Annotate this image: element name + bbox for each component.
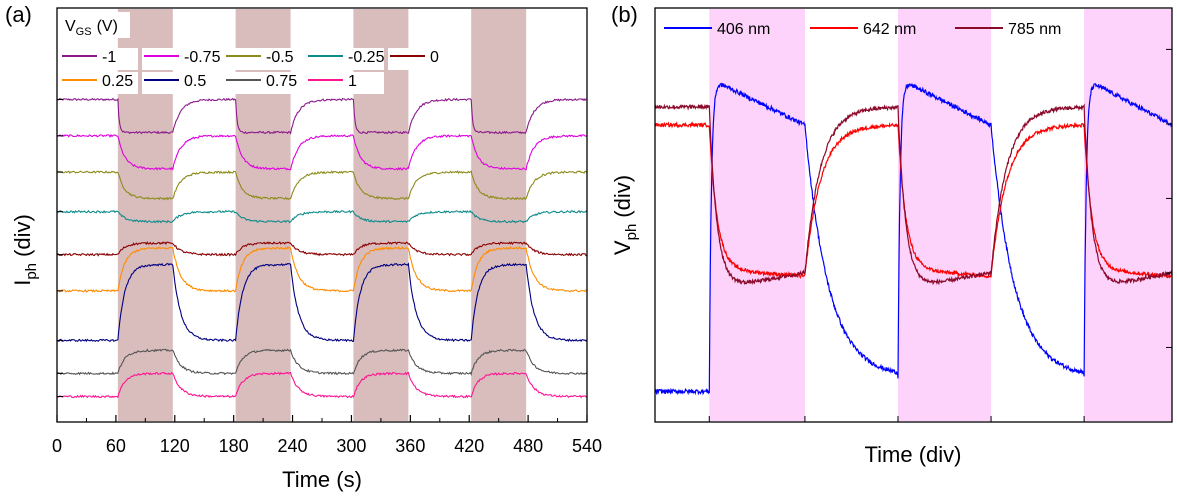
legend-label-0: -1 xyxy=(102,49,116,66)
legend-bg-1 xyxy=(142,48,220,70)
panel-b-y-label-sub: ph xyxy=(623,224,640,241)
panel-a-label: (a) xyxy=(5,2,32,27)
x-tick-label-6: 360 xyxy=(395,436,425,456)
panel-b-illumination-windows xyxy=(709,9,1172,421)
legend-bg-7 xyxy=(224,72,302,94)
panel-a-x-label: Time (s) xyxy=(282,467,362,492)
legend-label-1: -0.75 xyxy=(184,49,221,66)
b-legend-label-0: 406 nm xyxy=(717,21,770,38)
panel-b-y-label: Vph (div) xyxy=(610,175,640,255)
b-series-line-0 xyxy=(654,82,1173,396)
panel-b-series xyxy=(654,82,1173,396)
series-line-4 xyxy=(56,241,588,257)
b-illumination-window-0 xyxy=(709,9,805,421)
legend-label-8: 1 xyxy=(348,73,357,90)
legend-title-unit: (V) xyxy=(97,18,118,35)
x-tick-label-0: 0 xyxy=(52,436,62,456)
illumination-window-3 xyxy=(471,9,527,421)
legend-title-sub: GS xyxy=(76,26,92,38)
panel-a-y-label-main: I xyxy=(10,280,35,286)
legend-label-4: 0 xyxy=(430,49,439,66)
legend-label-6: 0.5 xyxy=(184,73,206,90)
panel-b-ticks xyxy=(708,48,1172,422)
panel-a-legend-title-bg xyxy=(60,12,130,38)
series-line-0 xyxy=(56,97,588,135)
panel-a-y-label-unit: (div) xyxy=(10,214,35,257)
series-line-5 xyxy=(56,246,588,293)
illumination-window-1 xyxy=(235,9,291,421)
panel-a-y-label-sub: ph xyxy=(23,263,40,280)
legend-bg-0 xyxy=(60,48,138,70)
x-tick-label-3: 180 xyxy=(219,436,249,456)
series-line-2 xyxy=(56,170,588,201)
b-legend-label-2: 785 nm xyxy=(1008,21,1061,38)
panel-a-series xyxy=(56,97,588,399)
panel-a-legend: -1 -0.75 -0.5 -0.25 0 0.25 0.5 0.75 1 xyxy=(60,48,466,94)
legend-bg-5 xyxy=(60,72,138,94)
b-illumination-window-2 xyxy=(1084,9,1172,421)
series-line-7 xyxy=(56,348,588,376)
panel-a-legend-title: VGS (V) xyxy=(65,18,118,38)
panel-b-frame xyxy=(654,7,1173,423)
illumination-window-0 xyxy=(117,9,173,421)
x-tick-label-4: 240 xyxy=(278,436,308,456)
panel-b-label: (b) xyxy=(611,2,638,27)
legend-label-2: -0.5 xyxy=(266,49,294,66)
legend-bg-8 xyxy=(306,72,384,94)
legend-bg-4 xyxy=(388,48,466,70)
x-tick-label-5: 300 xyxy=(336,436,366,456)
legend-bg-3 xyxy=(306,48,384,70)
panel-b-y-label-main: V xyxy=(610,240,635,255)
series-line-8 xyxy=(56,371,588,399)
b-series-line-1 xyxy=(654,121,1173,279)
x-tick-label-8: 480 xyxy=(513,436,543,456)
legend-label-7: 0.75 xyxy=(266,73,297,90)
legend-label-5: 0.25 xyxy=(102,73,133,90)
illumination-window-2 xyxy=(353,9,409,421)
x-tick-label-2: 120 xyxy=(160,436,190,456)
b-legend-label-1: 642 nm xyxy=(863,21,916,38)
legend-bg-6 xyxy=(142,72,220,94)
legend-bg-2 xyxy=(224,48,302,70)
panel-b-x-label: Time (div) xyxy=(865,442,962,467)
x-tick-label-1: 60 xyxy=(106,436,126,456)
panel-a-y-label: Iph (div) xyxy=(10,214,40,286)
legend-title-main: V xyxy=(65,18,76,35)
series-line-3 xyxy=(56,209,588,224)
x-tick-label-7: 420 xyxy=(454,436,484,456)
b-illumination-window-1 xyxy=(897,9,992,421)
b-series-line-2 xyxy=(654,103,1173,286)
x-tick-label-9: 540 xyxy=(572,436,602,456)
panel-a-x-ticks: 0 60 120 180 240 300 360 420 480 540 xyxy=(52,415,602,456)
panel-a-y-ticks xyxy=(57,99,63,397)
legend-label-3: -0.25 xyxy=(348,49,385,66)
panel-b-legend: 406 nm 642 nm 785 nm xyxy=(664,21,1061,38)
series-line-1 xyxy=(56,133,588,171)
series-line-6 xyxy=(56,262,588,343)
panel-b-y-label-unit: (div) xyxy=(610,175,635,218)
